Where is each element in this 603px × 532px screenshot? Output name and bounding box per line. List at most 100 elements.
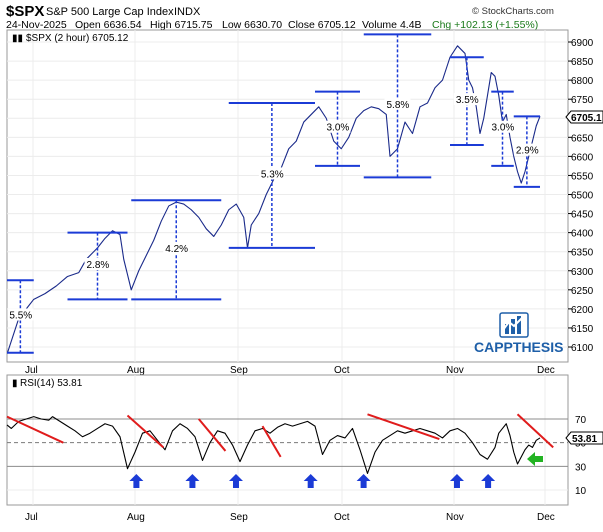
bracket-label-bg [258,167,285,180]
bracket-label-bg [7,308,34,321]
price-tick-label: 6350 [571,248,594,259]
buy-arrow-icon [481,474,496,488]
quote-change: Chg +102.13 (+1.55%) [432,19,538,31]
x-tick-label: Oct [334,512,350,523]
x-tick-label: Jul [25,365,38,376]
bracket-pct-label: 2.8% [87,260,110,271]
range-brackets: 5.5% 2.8% 4.2% 5.3% 3.0% 5.8% 3.5% 3.0% 2.9% [7,33,540,354]
bracket-label-bg [84,257,111,270]
x-tick-label: Sep [230,512,248,523]
rsi-tick-label: 10 [575,486,587,497]
capp-thesis-logo: CAPPTHESIS [474,312,563,355]
x-tick-label: Dec [537,365,555,376]
x-axis-bottom: Jul Aug Sep Oct Nov Dec [25,512,555,523]
bracket-pct-label: 4.2% [165,244,188,255]
x-tick-label: Sep [230,365,248,376]
x-tick-label: Nov [446,365,464,376]
rsi-label: RSI(14) 53.81 [20,378,83,389]
rsi-trendline [261,425,282,458]
bracket-label-bg [163,241,190,254]
rsi-series [6,416,541,474]
bracket-label-bg [453,93,480,106]
price-tick-label: 6300 [571,267,594,278]
legend-marker: ▮▮ [12,33,23,44]
bracket-pct-label: 5.3% [261,169,284,180]
bracket-label-bg [513,143,540,156]
price-tick-label: 6850 [571,57,594,68]
bracket-pct-label: 3.0% [492,123,515,134]
quote-high: High 6715.75 [150,19,213,31]
price-tick-label: 6750 [571,95,594,106]
x-tick-label: Oct [334,365,350,376]
price-series [6,45,541,353]
price-tick-label: 6900 [571,38,594,49]
bracket-label-bg [324,120,351,133]
price-tick-label: 6800 [571,76,594,87]
quote-date: 24-Nov-2025 [6,19,67,31]
rsi-axis: 10305070 [575,415,587,497]
quote-open: Open 6636.54 [75,19,142,31]
buy-arrow-icon [449,474,464,488]
series-legend: ▮▮ $SPX (2 hour) 6705.12 [12,33,129,44]
price-panel [6,29,569,363]
price-tick-label: 6550 [571,171,594,182]
bracket-label-bg [489,120,516,133]
rsi-trendlines [6,413,554,458]
price-series-label: $SPX (2 hour) 6705.12 [26,33,129,44]
rsi-value-box [565,431,603,445]
x-axis-top: Jul Aug Sep Oct Nov Dec [25,365,555,376]
last-price-marker: 6705.1 [565,110,603,124]
logo-trend-line [502,314,526,331]
quote-volume: Volume 4.4B [362,19,422,31]
rsi-trendline [6,415,64,444]
rsi-panel [6,374,569,506]
rsi-grid [7,375,568,505]
chart-exchange: INDX [174,6,201,18]
rsi-legend-marker: ▮ [12,378,18,389]
logo-bar-2 [511,319,515,334]
buy-arrow-icon [185,474,200,488]
bracket-pct-label: 5.5% [9,311,32,322]
bracket-pct-label: 3.5% [456,95,479,106]
price-tick-label: 6250 [571,286,594,297]
price-axis: 6100 6150 6200 6250 6300 6350 6400 6450 6500 6550… [568,38,594,354]
rsi-tick-label: 70 [575,415,587,426]
price-line [6,45,541,353]
price-tick-label: 6600 [571,152,594,163]
buy-arrow-icon [129,474,144,488]
chart-symbol: $SPX [6,3,44,20]
price-tick-label: 6400 [571,229,594,240]
logo-text: CAPPTHESIS [474,339,563,355]
quote-low: Low 6630.70 [222,19,282,31]
bracket-pct-label: 2.9% [516,146,539,157]
x-tick-label: Aug [127,512,145,523]
price-tick-label: 6200 [571,305,594,316]
rsi-trendline [126,414,165,449]
price-tick-label: 6150 [571,324,594,335]
logo-bar-1 [505,324,509,334]
rsi-trendline [367,413,440,441]
copyright-text: © StockCharts.com [472,6,554,17]
logo-bar-3 [517,316,521,334]
price-tick-label: 6450 [571,210,594,221]
current-arrow-icon [527,452,543,466]
bracket-pct-label: 3.0% [327,123,350,134]
rsi-value-marker: 53.81 [565,431,603,445]
bracket-pct-label: 5.8% [387,100,410,111]
x-tick-label: Jul [25,512,38,523]
buy-arrow-icon [228,474,243,488]
rsi-line [6,416,541,474]
rsi-trendline [197,418,227,452]
price-tick-label: 6650 [571,133,594,144]
rsi-legend: ▮ RSI(14) 53.81 [12,378,83,389]
rsi-tick-label: 30 [575,462,587,473]
price-grid [7,30,568,362]
x-tick-label: Nov [446,512,464,523]
price-tick-label: 6100 [571,343,594,354]
buy-arrow-icon [356,474,371,488]
x-tick-label: Aug [127,365,145,376]
buy-arrows [129,452,543,488]
quote-close: Close 6705.12 [288,19,356,31]
